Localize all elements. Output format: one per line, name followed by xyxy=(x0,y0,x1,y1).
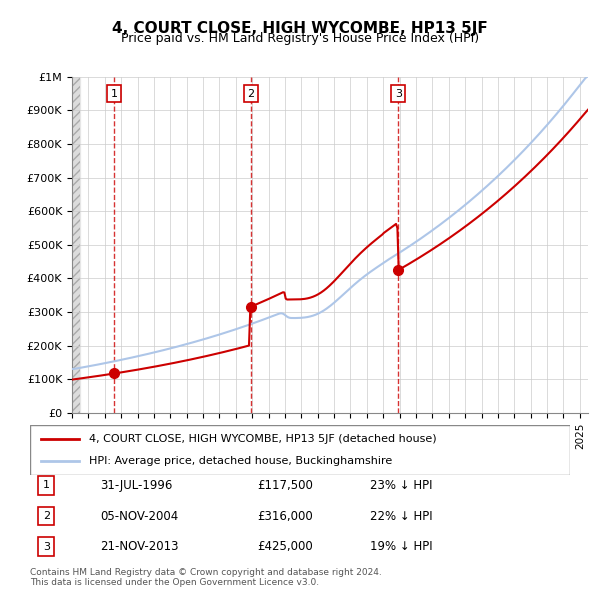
Bar xyxy=(72,77,80,413)
Text: 21-NOV-2013: 21-NOV-2013 xyxy=(100,540,179,553)
FancyBboxPatch shape xyxy=(30,425,570,475)
Text: Price paid vs. HM Land Registry's House Price Index (HPI): Price paid vs. HM Land Registry's House … xyxy=(121,32,479,45)
Text: £316,000: £316,000 xyxy=(257,510,313,523)
Text: 05-NOV-2004: 05-NOV-2004 xyxy=(100,510,178,523)
Text: 23% ↓ HPI: 23% ↓ HPI xyxy=(370,478,433,491)
Text: 2: 2 xyxy=(43,511,50,521)
Text: 31-JUL-1996: 31-JUL-1996 xyxy=(100,478,173,491)
Text: HPI: Average price, detached house, Buckinghamshire: HPI: Average price, detached house, Buck… xyxy=(89,456,392,466)
Text: 3: 3 xyxy=(395,88,402,99)
Text: 19% ↓ HPI: 19% ↓ HPI xyxy=(370,540,433,553)
Text: £425,000: £425,000 xyxy=(257,540,313,553)
Text: 4, COURT CLOSE, HIGH WYCOMBE, HP13 5JF: 4, COURT CLOSE, HIGH WYCOMBE, HP13 5JF xyxy=(112,21,488,35)
Text: 1: 1 xyxy=(111,88,118,99)
Text: 3: 3 xyxy=(43,542,50,552)
Text: Contains HM Land Registry data © Crown copyright and database right 2024.
This d: Contains HM Land Registry data © Crown c… xyxy=(30,568,382,587)
Text: 2: 2 xyxy=(247,88,254,99)
Text: 22% ↓ HPI: 22% ↓ HPI xyxy=(370,510,433,523)
Text: £117,500: £117,500 xyxy=(257,478,313,491)
Text: 4, COURT CLOSE, HIGH WYCOMBE, HP13 5JF (detached house): 4, COURT CLOSE, HIGH WYCOMBE, HP13 5JF (… xyxy=(89,434,437,444)
Text: 1: 1 xyxy=(43,480,50,490)
